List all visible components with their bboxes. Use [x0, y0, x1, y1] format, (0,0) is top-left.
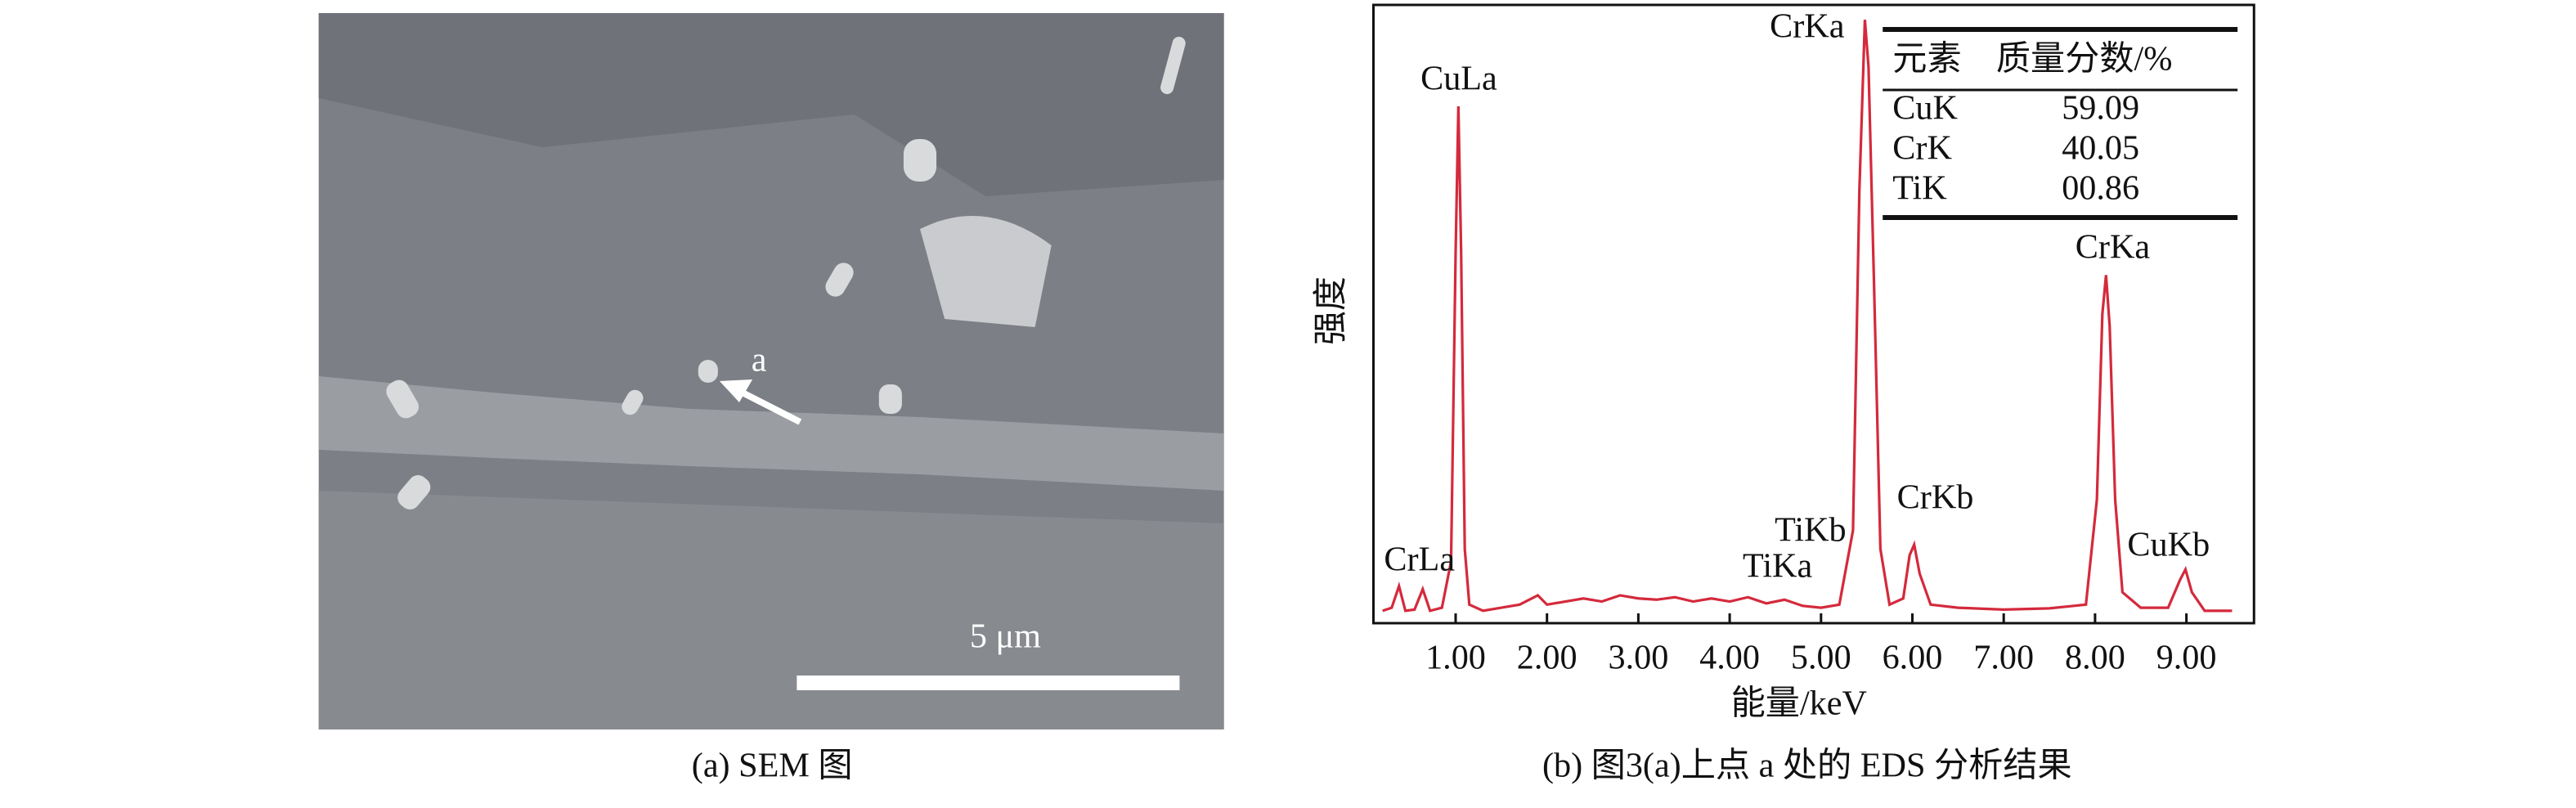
- table-header: 质量分数/%: [1996, 40, 2173, 79]
- table-header: 元素: [1892, 40, 1961, 79]
- table-cell: 59.09: [2062, 89, 2139, 128]
- x-tick-label: 4.00: [1699, 639, 1760, 677]
- peak-label: CrKa: [1770, 7, 1845, 46]
- table-cell: TiK: [1892, 169, 1946, 208]
- peak-label: CrKb: [1897, 478, 1974, 517]
- peak-label: CrLa: [1384, 541, 1455, 579]
- plot-frame: [1371, 3, 2255, 625]
- x-tick-label: 2.00: [1517, 639, 1577, 677]
- table-cell: CrK: [1892, 129, 1952, 168]
- peak-label: CuKb: [2127, 526, 2210, 564]
- x-tick-label: 9.00: [2156, 639, 2217, 677]
- peak-label: CuLa: [1420, 60, 1497, 98]
- x-tick-label: 6.00: [1883, 639, 1943, 677]
- peak-label: TiKb: [1775, 511, 1847, 550]
- peak-label: CrKa: [2076, 228, 2151, 267]
- y-axis-label: 强度: [1312, 276, 1350, 345]
- caption-b: (b) 图3(a)上点 a 处的 EDS 分析结果: [1542, 747, 2072, 785]
- table-cell: CuK: [1892, 89, 1958, 128]
- point-marker: a: [752, 341, 767, 379]
- table-cell: 40.05: [2062, 129, 2139, 168]
- x-tick-label: 7.00: [1973, 639, 2034, 677]
- x-tick-label: 5.00: [1791, 639, 1851, 677]
- x-tick-label: 3.00: [1608, 639, 1668, 677]
- caption-a: (a) SEM 图: [692, 747, 853, 785]
- scale-bar-label: 5 μm: [970, 617, 1041, 656]
- spectrum-line: [1382, 20, 2233, 613]
- peak-label: TiKa: [1743, 547, 1812, 586]
- x-tick-label: 8.00: [2065, 639, 2125, 677]
- sem-image: 5 μm a: [318, 13, 1224, 729]
- table-cell: 00.86: [2062, 169, 2139, 208]
- x-tick-label: 1.00: [1425, 639, 1486, 677]
- x-axis-label: 能量/keV: [1731, 685, 1867, 723]
- composition-table: [1883, 27, 2238, 220]
